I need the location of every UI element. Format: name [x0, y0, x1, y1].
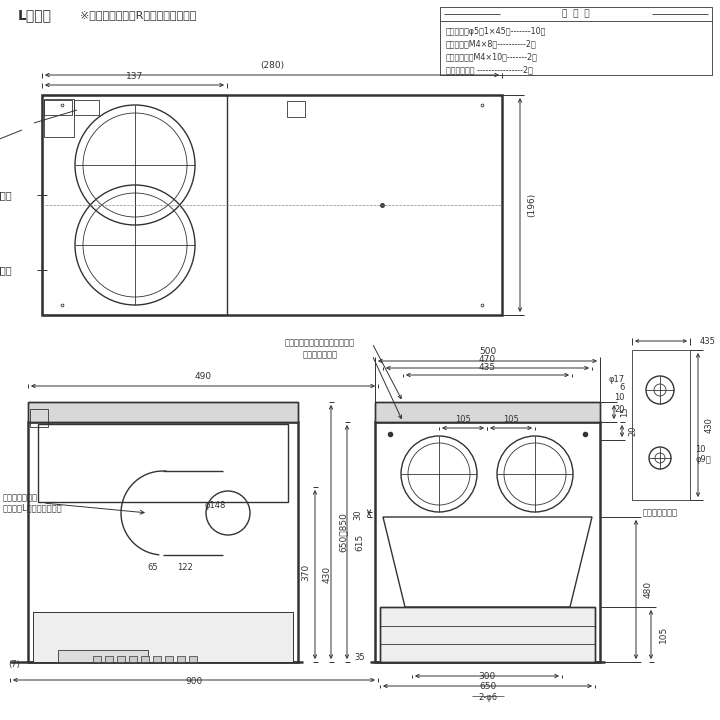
Bar — [117, 656, 125, 662]
Bar — [42, 95, 502, 315]
Bar — [33, 612, 293, 662]
Text: 137: 137 — [126, 72, 143, 81]
Text: 座付ねじ（φ5．1×45）-------10本: 座付ねじ（φ5．1×45）-------10本 — [446, 27, 546, 35]
Text: 35: 35 — [355, 654, 365, 662]
Bar — [93, 656, 101, 662]
Text: φ17: φ17 — [609, 376, 625, 384]
Text: 10: 10 — [614, 394, 625, 402]
Text: 490: 490 — [194, 372, 212, 381]
Text: 後方排気の場合
（別売品L形ダクト使用）: 後方排気の場合 （別売品L形ダクト使用） — [3, 493, 63, 513]
Text: Lタイプ: Lタイプ — [18, 8, 52, 22]
Text: 430: 430 — [705, 417, 714, 433]
Text: 500: 500 — [479, 347, 496, 356]
Text: 650: 650 — [479, 682, 496, 691]
Text: 本体取付稴位置: 本体取付稴位置 — [302, 351, 338, 359]
Bar — [375, 422, 600, 662]
Text: 20: 20 — [628, 426, 637, 436]
Bar — [165, 656, 173, 662]
Bar — [375, 402, 600, 422]
Text: (7): (7) — [8, 660, 20, 670]
Text: ※下記寸法以外はRタイプに準ずる。: ※下記寸法以外はRタイプに準ずる。 — [80, 10, 197, 20]
Text: 435: 435 — [479, 363, 496, 372]
Bar — [42, 95, 227, 315]
Text: 430: 430 — [323, 566, 332, 583]
Text: 470: 470 — [479, 355, 496, 364]
Text: ダクトカバー吹金具取付稴位置: ダクトカバー吹金具取付稴位置 — [285, 338, 355, 348]
Text: 給気口: 給気口 — [0, 190, 12, 200]
Text: トラスねじ（M4×10）-------2本: トラスねじ（M4×10）-------2本 — [446, 53, 538, 61]
Text: (196): (196) — [527, 193, 536, 217]
Bar — [74, 100, 99, 115]
Bar — [177, 656, 185, 662]
Text: 排気口: 排気口 — [0, 265, 12, 275]
Text: 6: 6 — [620, 384, 625, 392]
Text: 300: 300 — [478, 672, 495, 681]
Text: 本体取付稴詳細: 本体取付稴詳細 — [642, 508, 678, 517]
Bar — [287, 101, 305, 117]
Bar — [44, 100, 72, 115]
Bar — [189, 656, 197, 662]
Bar — [129, 656, 137, 662]
Text: ソフトテープ ----------------2本: ソフトテープ ----------------2本 — [446, 66, 533, 74]
Bar — [30, 409, 48, 427]
Bar — [440, 7, 712, 75]
Text: (280): (280) — [260, 61, 284, 70]
Bar — [153, 656, 161, 662]
Text: 370: 370 — [301, 563, 310, 580]
Bar — [632, 350, 690, 500]
Text: 615: 615 — [355, 534, 364, 551]
Bar — [33, 612, 293, 662]
Text: 10: 10 — [695, 446, 706, 454]
Text: 480: 480 — [644, 581, 653, 598]
Text: 122: 122 — [177, 562, 193, 572]
Text: 15: 15 — [620, 407, 629, 418]
Text: 435: 435 — [700, 336, 716, 346]
Bar — [380, 607, 595, 662]
Text: 2-φ6: 2-φ6 — [478, 693, 497, 703]
Bar — [141, 656, 149, 662]
Bar — [380, 607, 595, 662]
Text: φ9稴: φ9稴 — [695, 456, 711, 464]
Bar — [58, 650, 148, 662]
Text: 65: 65 — [148, 562, 158, 572]
Bar — [38, 424, 288, 502]
Text: 30: 30 — [353, 509, 362, 520]
Bar — [105, 656, 113, 662]
Text: 105: 105 — [659, 626, 668, 643]
Bar — [28, 402, 298, 422]
Text: 付  属  品: 付 属 品 — [562, 9, 590, 19]
Bar — [375, 402, 600, 422]
Text: φ148: φ148 — [204, 500, 225, 510]
Bar — [28, 402, 298, 422]
Text: 105: 105 — [455, 415, 471, 424]
Text: 900: 900 — [185, 677, 202, 686]
Text: 化簧のじ（M4×8）----------2本: 化簧のじ（M4×8）----------2本 — [446, 40, 536, 48]
Bar — [28, 422, 298, 662]
Text: 650～850: 650～850 — [339, 512, 348, 552]
Bar — [44, 99, 74, 137]
Text: 20: 20 — [614, 405, 625, 415]
Text: 105: 105 — [503, 415, 519, 424]
